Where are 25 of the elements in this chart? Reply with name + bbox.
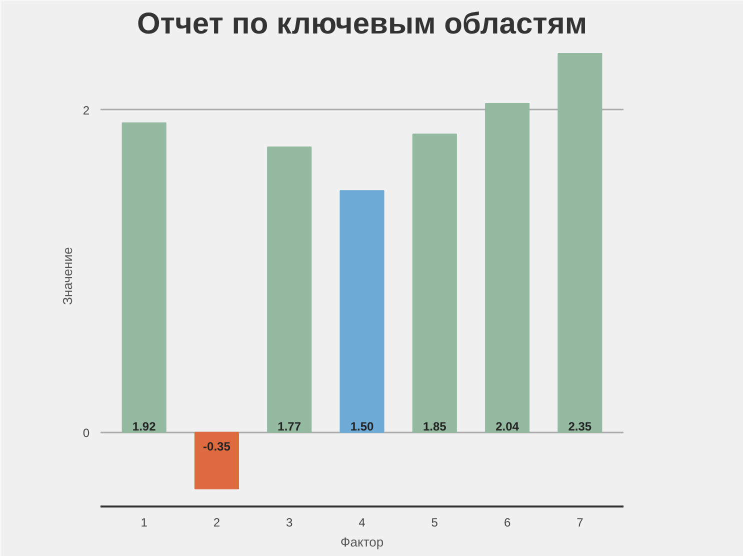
y-axis-title: Значение (60, 247, 75, 305)
bar (558, 53, 602, 433)
bar (267, 146, 312, 433)
data-label: 1.92 (132, 419, 156, 434)
y-tick-label: 0 (82, 426, 90, 440)
x-tick-label: 5 (431, 516, 438, 530)
data-label: 1.77 (278, 419, 302, 434)
x-tick-label: 2 (213, 516, 220, 530)
bar (194, 432, 240, 490)
data-label: 2.04 (496, 419, 520, 434)
bar (412, 134, 457, 433)
data-label: -0.35 (203, 439, 231, 454)
bar (340, 190, 384, 433)
x-axis-title: Фактор (340, 534, 384, 550)
bar (122, 122, 166, 433)
x-tick-label: 6 (504, 516, 511, 530)
data-label: 1.85 (422, 419, 447, 434)
x-tick-label: 7 (576, 516, 584, 530)
x-tick-label: 4 (358, 516, 366, 530)
x-tick-label: 3 (286, 516, 294, 530)
data-label: 1.50 (350, 419, 374, 434)
chart-title: Отчет по ключевым областям (136, 8, 588, 40)
data-label: 2.35 (568, 419, 592, 434)
bar (484, 103, 530, 433)
x-tick-label: 1 (140, 516, 148, 530)
